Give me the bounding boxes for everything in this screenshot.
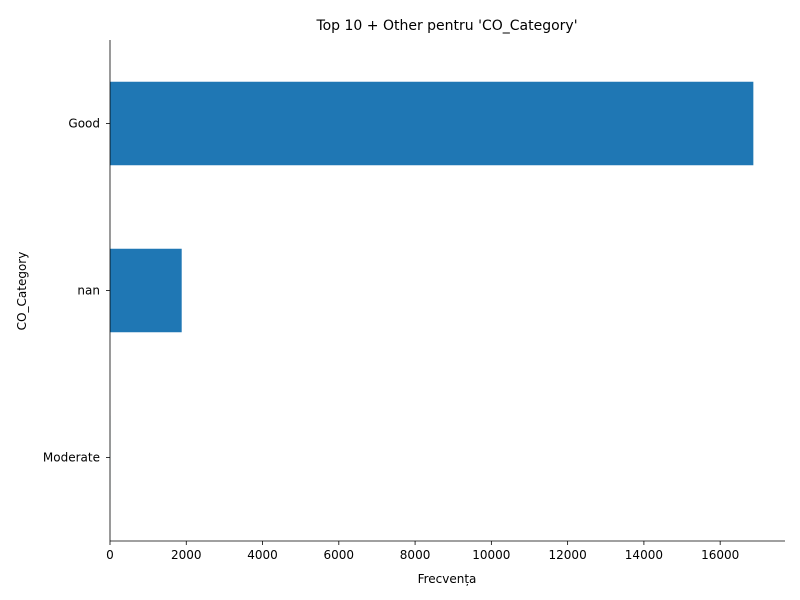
x-tick-label: 2000: [171, 548, 202, 562]
x-tick-label: 12000: [549, 548, 587, 562]
x-tick-label: 8000: [400, 548, 431, 562]
x-tick-label: 16000: [701, 548, 739, 562]
x-axis-ticks: 0 2000 4000 6000 8000 10000 12000 14000 16000: [106, 541, 739, 562]
x-tick-label: 14000: [625, 548, 663, 562]
x-tick-label: 0: [106, 548, 114, 562]
x-tick-label: 10000: [472, 548, 510, 562]
x-axis-label: Frecvența: [418, 572, 477, 586]
y-tick-label: Good: [68, 117, 100, 131]
bars-group: [110, 81, 754, 500]
chart-title: Top 10 + Other pentru 'CO_Category': [315, 18, 577, 34]
x-tick-label: 4000: [247, 548, 278, 562]
x-tick-label: 6000: [324, 548, 355, 562]
y-tick-label: Moderate: [43, 451, 100, 465]
y-axis-label: CO_Category: [15, 252, 29, 331]
y-tick-label: nan: [77, 284, 100, 298]
bar-nan: [110, 248, 182, 333]
y-axis-ticks: Good nan Moderate: [43, 117, 110, 465]
bar-good: [110, 81, 754, 166]
